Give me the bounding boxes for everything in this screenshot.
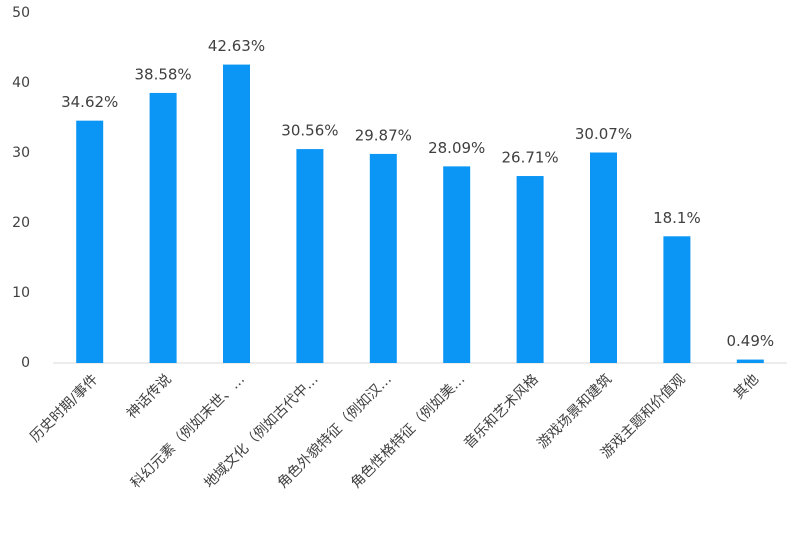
y-tick-label: 50 bbox=[12, 5, 30, 21]
bar bbox=[516, 176, 544, 363]
x-tick-label: 历史时期/事件 bbox=[27, 371, 101, 445]
y-tick-label: 40 bbox=[12, 75, 30, 91]
value-label: 30.56% bbox=[281, 122, 338, 140]
value-label: 29.87% bbox=[355, 126, 412, 144]
bar bbox=[223, 64, 250, 363]
value-label: 34.62% bbox=[61, 93, 118, 111]
bar bbox=[443, 166, 471, 363]
bar bbox=[149, 92, 177, 363]
bar bbox=[369, 153, 397, 363]
y-tick-label: 30 bbox=[12, 145, 30, 161]
value-label: 42.63% bbox=[208, 37, 265, 55]
x-tick-label: 神话传说 bbox=[124, 371, 175, 422]
value-label: 30.07% bbox=[575, 125, 632, 143]
y-tick-label: 10 bbox=[12, 285, 30, 301]
x-tick-label: 其他 bbox=[731, 371, 762, 402]
bar bbox=[736, 359, 764, 363]
value-label: 28.09% bbox=[428, 139, 485, 157]
value-label: 18.1% bbox=[653, 209, 701, 227]
value-label: 26.71% bbox=[501, 149, 558, 167]
y-tick-label: 20 bbox=[12, 215, 30, 231]
bar bbox=[296, 149, 324, 363]
bar bbox=[590, 152, 617, 363]
y-tick-label: 0 bbox=[21, 355, 30, 371]
value-label: 0.49% bbox=[726, 332, 774, 350]
bar bbox=[663, 236, 691, 363]
value-label: 38.58% bbox=[134, 65, 191, 83]
x-tick-label: 游戏场景和建筑 bbox=[535, 371, 616, 452]
bar bbox=[76, 120, 104, 363]
x-tick-label: 音乐和艺术风格 bbox=[460, 371, 541, 452]
